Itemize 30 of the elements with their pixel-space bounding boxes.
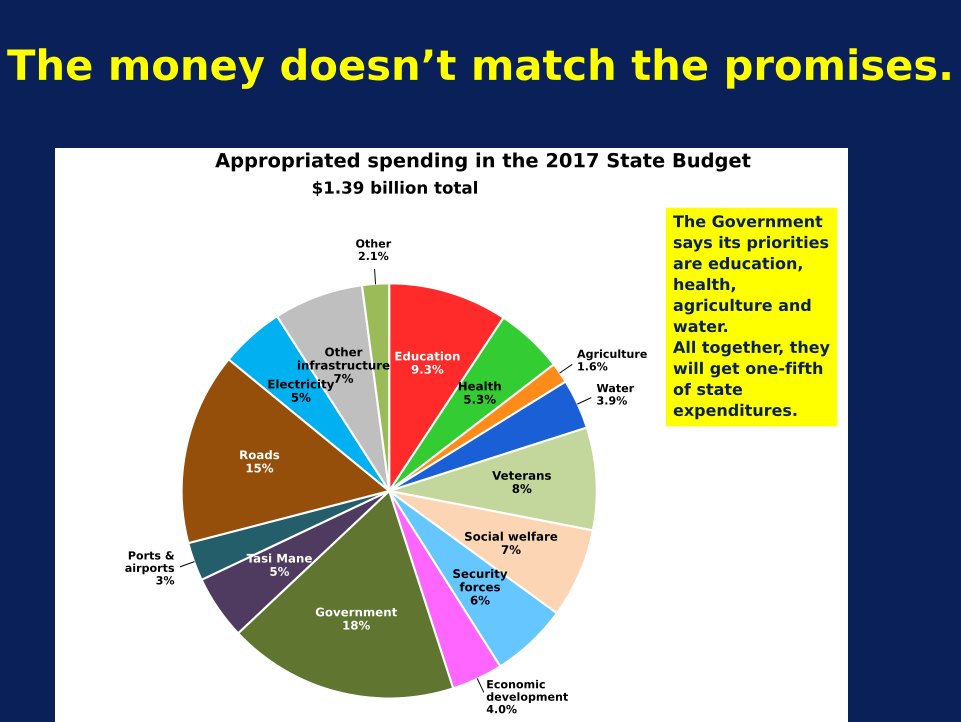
slice-label: Roads xyxy=(240,450,280,460)
slice-label: Government xyxy=(316,608,398,616)
chart-title: Appropriated spending in the 2017 State Budget xyxy=(215,152,750,172)
data-label: 5% xyxy=(270,566,290,576)
data-label: 3.9% xyxy=(597,396,627,405)
slice-label: Other xyxy=(356,239,392,248)
data-label: 2.1% xyxy=(358,252,388,260)
slice-label: Agriculture xyxy=(577,349,647,360)
data-label: 4.0% xyxy=(486,704,517,714)
data-label: 7% xyxy=(502,545,521,554)
slice-label: Water xyxy=(596,384,634,392)
slice-label: Education xyxy=(395,351,460,361)
data-label: 15% xyxy=(246,464,274,472)
chart-subtitle: $1.39 billion total xyxy=(312,180,477,196)
text: The money doesn’t match the promises. xyxy=(7,48,950,89)
slice-label: Social welfare xyxy=(465,532,558,541)
data-label: 3% xyxy=(156,576,174,584)
data-label: 6% xyxy=(470,596,490,605)
slice-label: Economic development xyxy=(486,680,568,704)
data-label: 1.6% xyxy=(578,362,608,371)
data-label: 8% xyxy=(512,484,532,494)
data-label: 9.3% xyxy=(412,364,444,374)
data-label: 5% xyxy=(292,392,311,402)
text: The Government says its priorities are education, health, agriculture and water. All together, they will get one-fifth of state expenditures. xyxy=(673,215,830,420)
slice-label: Ports & airports xyxy=(125,551,174,574)
data-label: 18% xyxy=(343,620,370,630)
data-label: 5.3% xyxy=(464,394,496,404)
slice-label: Health xyxy=(458,381,501,391)
slice-label: Veterans xyxy=(492,471,551,480)
data-label: 7% xyxy=(334,374,354,383)
